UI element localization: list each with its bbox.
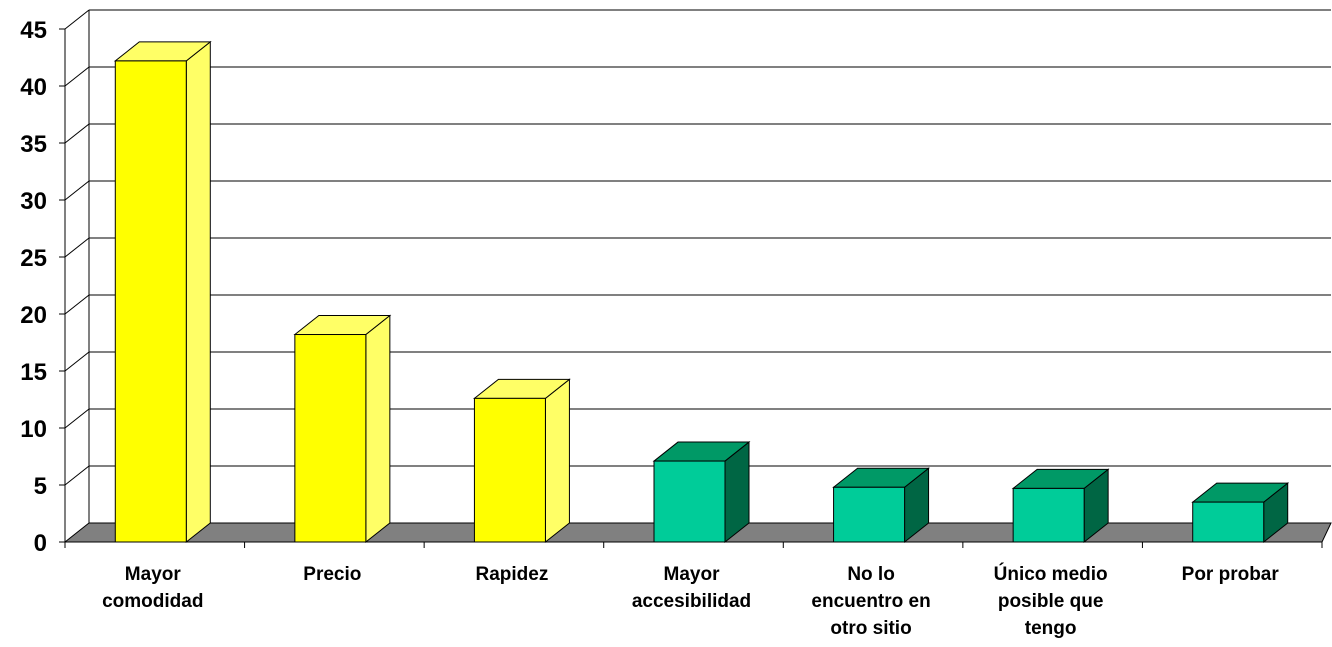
x-tick-label: Único medio posible que tengo (994, 563, 1108, 639)
gridline-side (64, 237, 90, 258)
axes-layer (59, 28, 1323, 548)
x-tick-label-line: posible que (998, 591, 1104, 612)
x-tick-label-line: Precio (303, 564, 361, 585)
gridline-side (64, 66, 90, 87)
y-tick-label: 0 (34, 530, 47, 557)
x-tick-label-line: Mayor (664, 564, 721, 585)
gridline-side (64, 351, 90, 372)
y-tick-label: 40 (20, 74, 47, 101)
bar-front (1012, 487, 1085, 543)
bar (472, 378, 571, 544)
x-tick-label-line: Por probar (1182, 564, 1280, 585)
x-tick-label-line: Mayor (125, 564, 182, 585)
x-tick-label-line: otro sitio (830, 618, 911, 639)
bar-front (114, 60, 187, 543)
y-tick-label: 25 (20, 245, 47, 272)
gridline-side (64, 294, 90, 315)
x-tick-label: Mayor accesibilidad (632, 564, 751, 612)
x-tick-label-line: Único medio (994, 563, 1108, 585)
bar-front (653, 460, 726, 543)
x-tick-label: Por probar (1182, 564, 1280, 585)
x-axis-tick-labels: Mayor comodidad Precio Rapidez Mayor accesibi… (102, 563, 1279, 639)
x-tick-label: Rapidez (475, 564, 548, 585)
bar-front (294, 334, 367, 543)
bar-side (544, 378, 570, 544)
bar-side (365, 314, 391, 544)
bar (1191, 482, 1290, 544)
bar (832, 467, 931, 544)
gridline-side (64, 9, 90, 30)
bar (1011, 468, 1110, 544)
bars-layer (113, 40, 1290, 544)
y-tick-label: 10 (20, 416, 47, 443)
gridline-side (64, 408, 90, 429)
y-tick-label: 45 (20, 17, 47, 44)
bar-front (473, 397, 546, 543)
bar-front (833, 486, 906, 543)
bar-side (185, 40, 211, 544)
x-tick-label: Mayor comodidad (102, 564, 203, 612)
x-tick-label: Precio (303, 564, 361, 585)
x-tick-label-line: accesibilidad (632, 591, 751, 612)
gridline-side (64, 465, 90, 486)
x-tick-label-line: tengo (1025, 618, 1077, 639)
x-tick-label: No lo encuentro en otro sitio (811, 564, 930, 639)
bar (652, 441, 751, 544)
y-tick-label: 35 (20, 131, 47, 158)
x-tick-label-line: comodidad (102, 591, 203, 612)
y-tick-label: 5 (34, 473, 47, 500)
x-tick-label-line: Rapidez (475, 564, 548, 585)
y-tick-label: 30 (20, 188, 47, 215)
y-tick-label: 15 (20, 359, 47, 386)
bar (113, 40, 212, 544)
gridline-side (64, 123, 90, 144)
bar (293, 314, 392, 544)
y-axis-tick-labels: 0 5 10 15 20 25 30 35 40 45 (20, 17, 47, 557)
gridline-side (64, 180, 90, 201)
x-tick-label-line: No lo (847, 564, 895, 585)
x-tick-label-line: encuentro en (811, 591, 930, 612)
bar-front (1192, 501, 1265, 543)
y-tick-label: 20 (20, 302, 47, 329)
